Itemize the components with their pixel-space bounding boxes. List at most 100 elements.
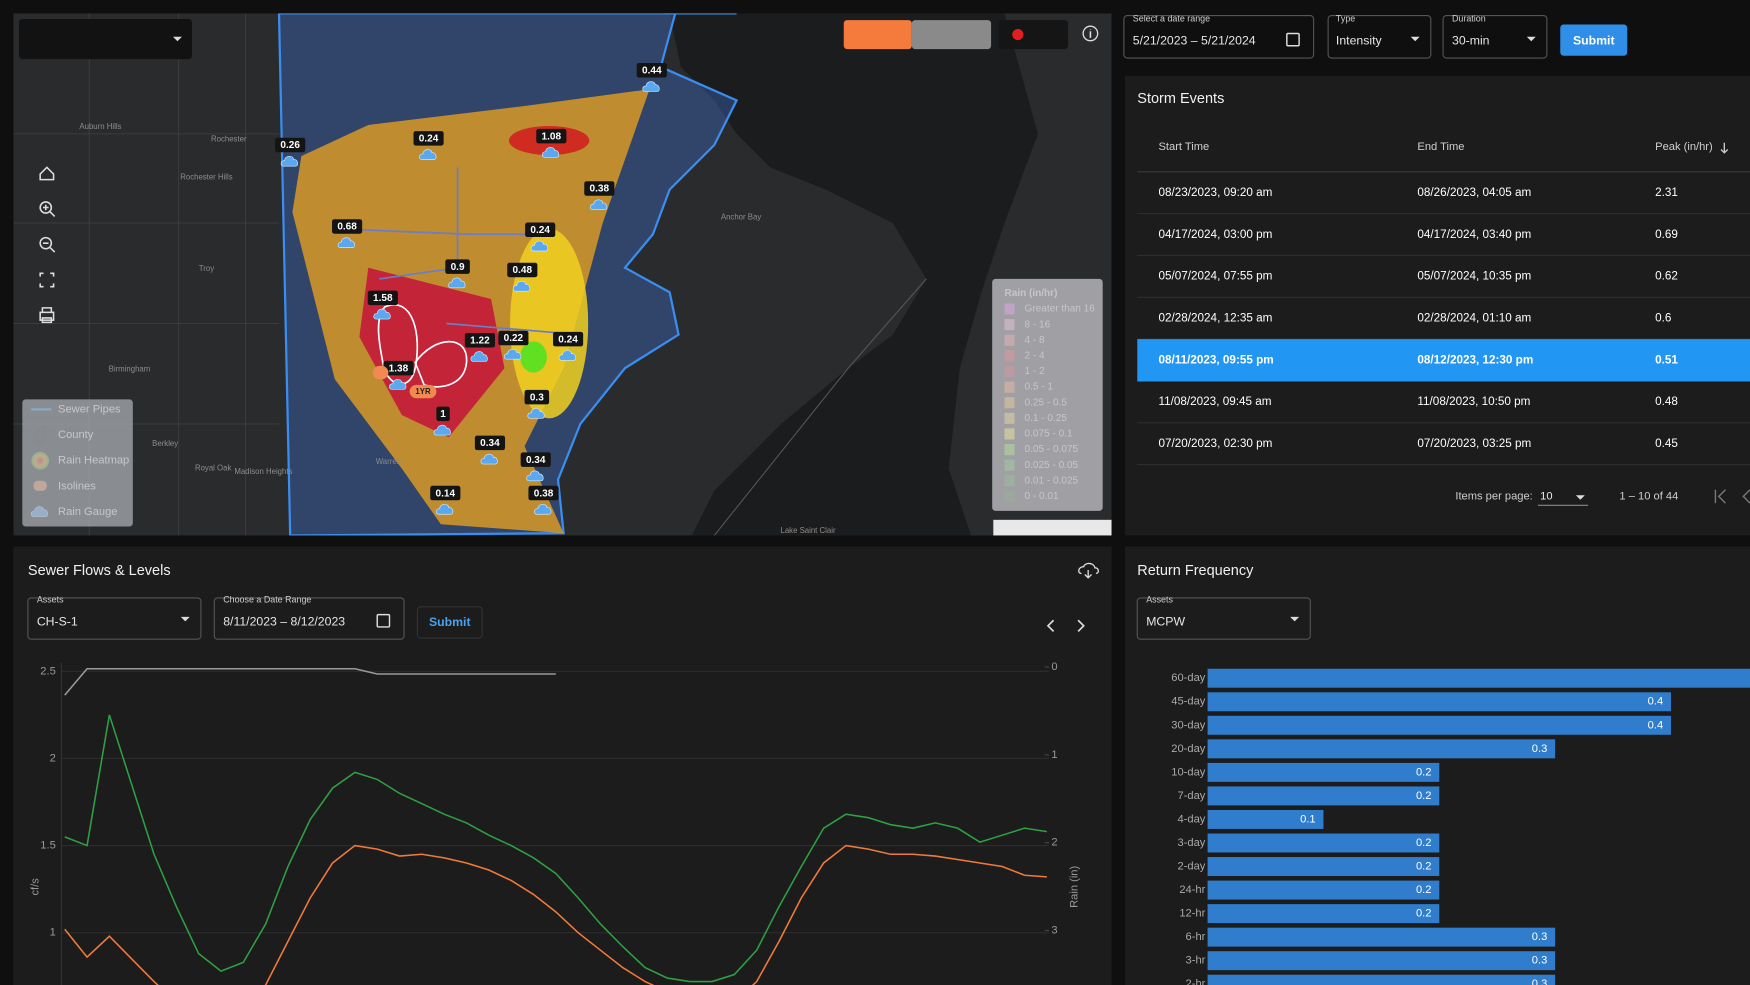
prev-page-button[interactable] — [1742, 489, 1750, 504]
assets-label: Assets — [37, 595, 64, 605]
place-label: Rochester — [211, 135, 247, 144]
bar-value-label: 0.3 — [1532, 743, 1548, 755]
storm-panel — [1125, 75, 1750, 536]
submit-button[interactable] — [1560, 24, 1628, 56]
table-cell: 0.62 — [1655, 270, 1678, 283]
place-label: Warren — [376, 457, 401, 466]
category-label: 3-hr — [1186, 955, 1206, 967]
date-value: 8/11/2023 – 8/12/2023 — [223, 615, 345, 629]
gauge-label: 1.38 — [389, 363, 409, 374]
mode-button[interactable] — [843, 20, 912, 50]
y-tick-label: 1.5 — [40, 840, 56, 852]
items-per-page-label: Items per page: — [1455, 490, 1532, 502]
panel-title: Sewer Flows & Levels — [28, 563, 171, 579]
bar-value-label: 0.2 — [1416, 884, 1432, 896]
submit-button[interactable] — [416, 606, 483, 639]
bar-value-label: 0.2 — [1416, 790, 1432, 802]
table-cell: 0.48 — [1655, 395, 1678, 408]
row-highlight — [1137, 339, 1750, 382]
bar-value-label: 0.2 — [1416, 908, 1432, 920]
heatmap-yellow — [510, 228, 589, 419]
zoom-out-icon — [42, 242, 56, 253]
table-row[interactable]: 08/23/2023, 09:20 am 08/26/2023, 04:05 am… — [1137, 186, 1750, 215]
table-row[interactable]: 08/11/2023, 09:55 pm 08/12/2023, 12:30 pm… — [1137, 339, 1750, 382]
y2-tick-label: 2 — [1051, 837, 1057, 849]
table-cell: 02/28/2024, 01:10 am — [1417, 312, 1531, 325]
category-label: 3-day — [1177, 837, 1205, 849]
gauge-label-box — [525, 222, 556, 238]
rain-gauge-icon — [373, 308, 391, 320]
map-toolbar[interactable] — [39, 166, 56, 324]
caret — [1575, 495, 1585, 500]
duration-select[interactable] — [1442, 15, 1548, 59]
items-per-page-value: 10 — [1540, 490, 1552, 502]
rain-gauge-icon — [435, 504, 454, 515]
place-label: Auburn Hills — [79, 122, 121, 131]
bar — [1207, 762, 1440, 782]
table-cell: 04/17/2024, 03:00 pm — [1158, 228, 1272, 241]
rain-gauge-icon — [589, 199, 608, 211]
page-range: 1 – 10 of 44 — [1619, 490, 1678, 502]
gauge-label-box — [383, 360, 414, 376]
duration-label: Duration — [1452, 13, 1486, 23]
zoom-out-button[interactable] — [39, 236, 53, 250]
sewer-plot — [61, 667, 1050, 985]
rain-gauge-icon — [541, 147, 560, 158]
gauge-label-box — [498, 330, 529, 346]
date-input[interactable] — [213, 597, 405, 640]
assets-select[interactable] — [1136, 597, 1311, 640]
mode-button[interactable] — [911, 20, 992, 50]
category-label: 60-day — [1171, 672, 1206, 684]
assets-value: CH-S-1 — [37, 615, 78, 629]
place-label: Lake Saint Clair — [781, 526, 836, 535]
zoom-in-button[interactable] — [39, 201, 53, 214]
table-row[interactable]: 07/20/2023, 02:30 pm 07/20/2023, 03:25 pm… — [1137, 437, 1750, 466]
date-range-input[interactable] — [1123, 15, 1315, 59]
gauge-label: 0.9 — [451, 262, 465, 273]
rain-gauge-icon — [558, 350, 576, 361]
info-button[interactable] — [1082, 25, 1099, 42]
table-row[interactable]: 04/17/2024, 03:00 pm 04/17/2024, 03:40 pm… — [1137, 228, 1750, 257]
table-row[interactable]: 05/07/2024, 07:55 pm 05/07/2024, 10:35 pm… — [1137, 270, 1750, 298]
print-icon — [41, 307, 53, 324]
column-header: Peak (in/hr) — [1655, 141, 1713, 153]
gauge-label: 0.22 — [504, 333, 524, 344]
gauge-label: 0.14 — [436, 488, 456, 499]
table-cell: 02/28/2024, 12:35 am — [1158, 312, 1272, 325]
bar — [1207, 786, 1440, 806]
bar-value-label: 0.3 — [1532, 931, 1548, 943]
gauge-label-box — [528, 485, 559, 501]
gauge-label: 0.38 — [590, 184, 610, 195]
table-cell: 0.69 — [1655, 228, 1678, 241]
bar — [1207, 927, 1556, 947]
bar — [1207, 833, 1440, 853]
bar-value-label: 0.1 — [1300, 813, 1316, 825]
layers-select[interactable] — [18, 18, 192, 60]
y-tick-label: 2 — [50, 752, 56, 764]
caret — [1410, 36, 1420, 42]
gauge-label-box — [275, 137, 306, 153]
table-cell: 0.6 — [1655, 312, 1671, 325]
home-button[interactable] — [39, 166, 55, 181]
fullscreen-button[interactable] — [39, 272, 55, 288]
table-row[interactable]: 11/08/2023, 09:45 am 11/08/2023, 10:50 pm… — [1137, 395, 1750, 424]
isoline-label: 1YR — [415, 387, 431, 396]
panel-title: Return Frequency — [1137, 563, 1254, 579]
table-cell: 08/23/2023, 09:20 am — [1158, 186, 1272, 199]
print-button[interactable] — [39, 311, 55, 321]
table-cell: 0.45 — [1655, 437, 1678, 450]
download-button[interactable] — [1078, 562, 1100, 579]
type-value: Intensity — [1336, 34, 1383, 48]
assets-select[interactable] — [27, 597, 202, 640]
live-button[interactable] — [998, 20, 1069, 50]
place-label: Anchor Bay — [721, 213, 761, 222]
map[interactable]: Rochester Hills Troy Birmingham Royal Oak Wa… — [13, 13, 1112, 536]
gauge-label-box — [553, 331, 584, 347]
sort-arrow — [1720, 142, 1729, 154]
place-label: Rochester Hills — [180, 172, 233, 181]
gauge-label: 1.58 — [373, 293, 393, 304]
first-page-button[interactable] — [1714, 489, 1726, 504]
bar — [1207, 880, 1440, 900]
type-select[interactable] — [1327, 15, 1432, 59]
chart-nav-buttons[interactable] — [1046, 619, 1085, 632]
